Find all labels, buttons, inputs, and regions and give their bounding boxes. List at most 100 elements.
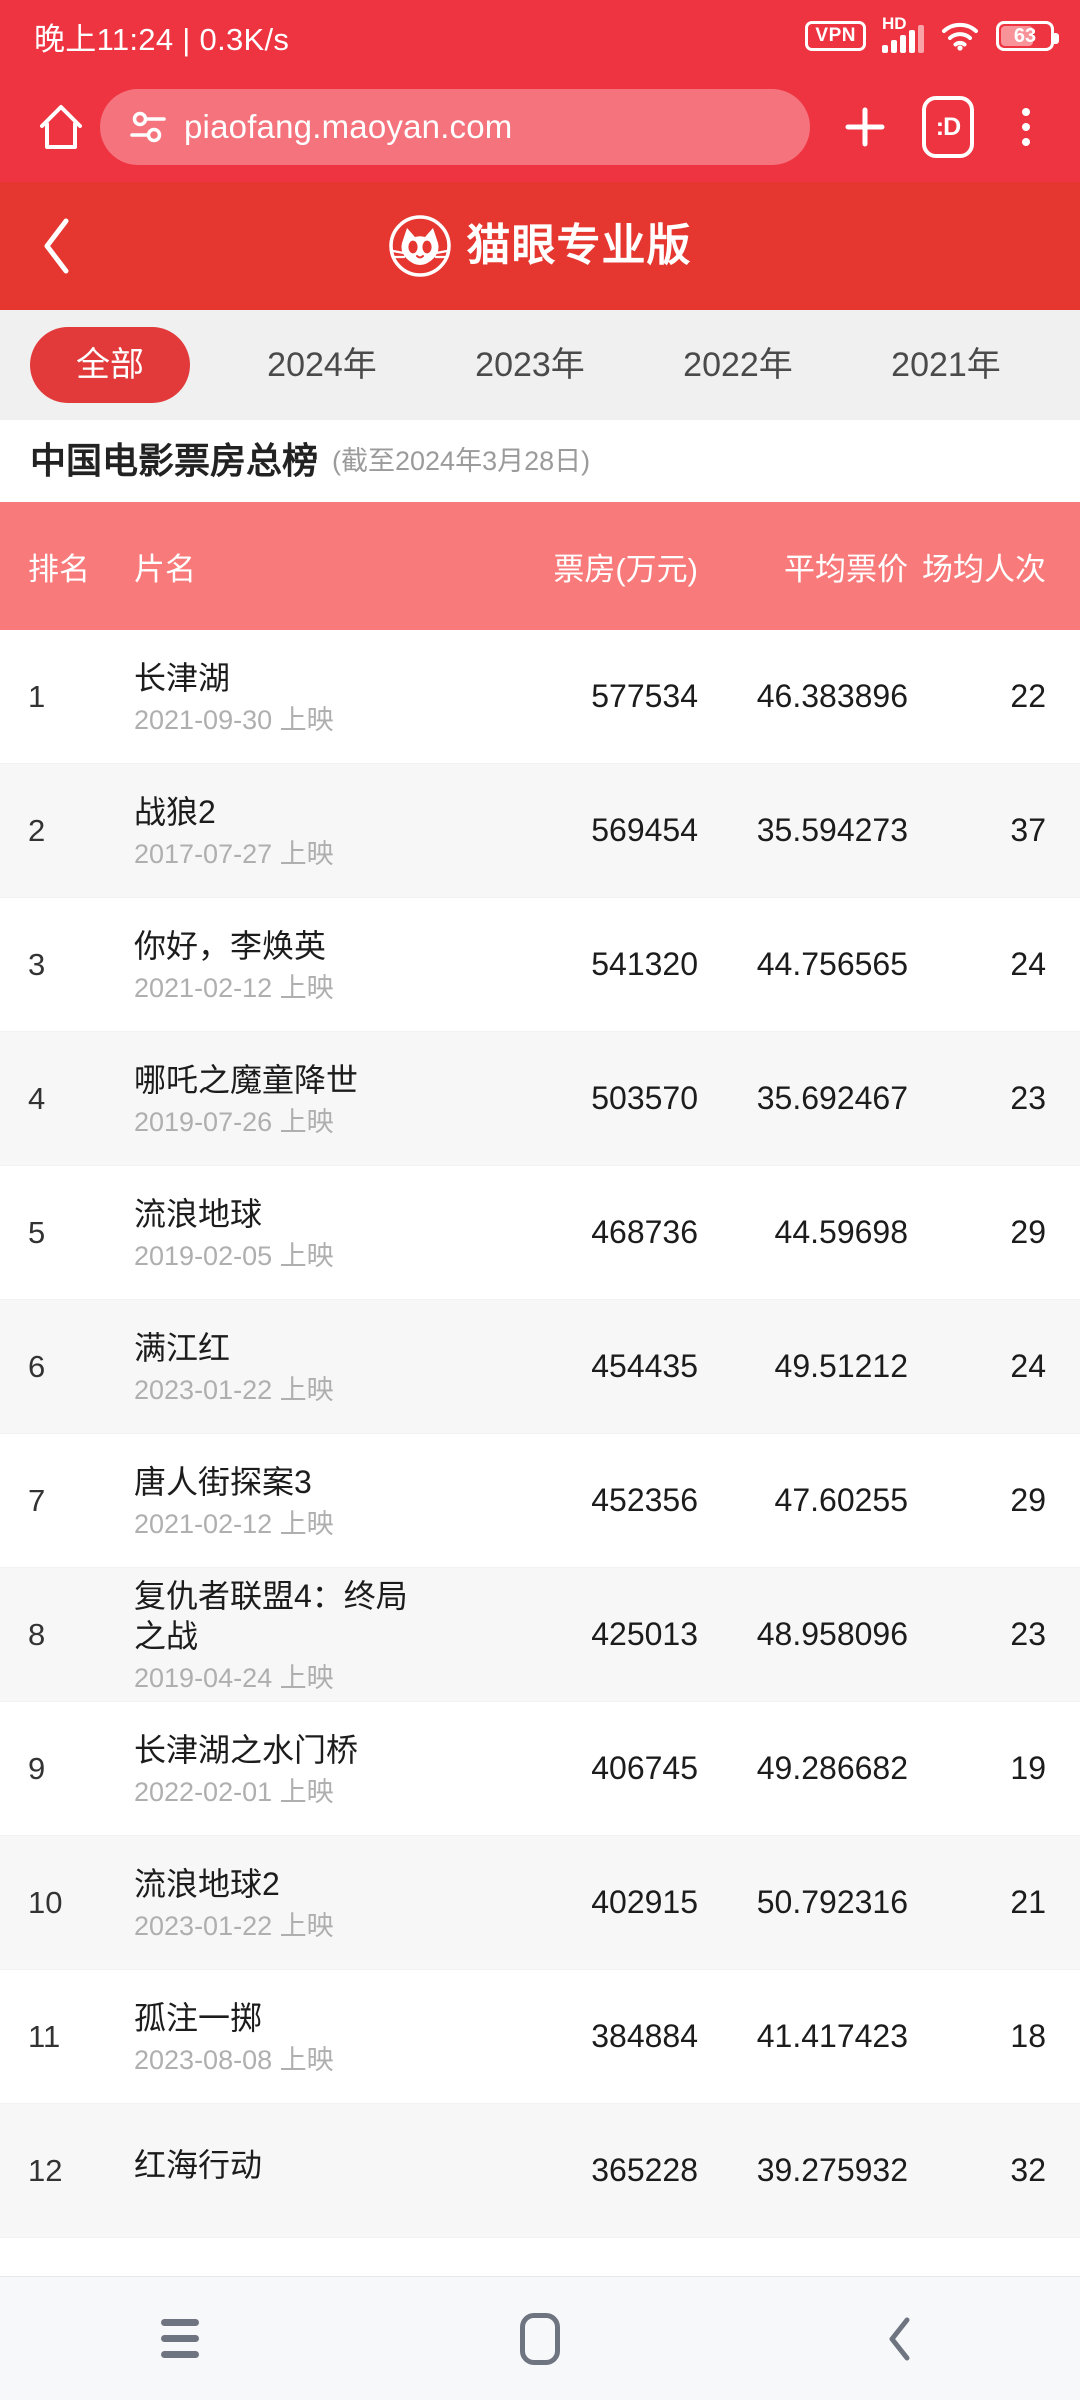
tab-2022[interactable]: 2022年 — [683, 346, 793, 384]
movie-title[interactable]: 流浪地球 — [134, 1195, 263, 1232]
cell-gross: 406745 — [591, 1750, 698, 1786]
cell-rank: 4 — [28, 1080, 46, 1116]
movie-release-date: 2021-02-12 上映 — [134, 973, 334, 1004]
battery-icon: 63 — [996, 21, 1059, 51]
movie-title[interactable]: 战狼2 — [134, 793, 216, 830]
cell-avg-attendance: 24 — [1010, 1348, 1046, 1384]
movie-release-date: 2019-02-05 上映 — [134, 1241, 334, 1272]
cell-rank: 7 — [28, 1482, 46, 1518]
cell-avg-attendance: 23 — [1010, 1616, 1046, 1652]
cell-movie: 长津湖之水门桥 2022-02-01 上映 — [128, 1731, 468, 1807]
home-icon[interactable] — [30, 96, 92, 158]
movie-title[interactable]: 你好，李焕英 — [134, 927, 327, 964]
movie-cell: 长津湖之水门桥 2022-02-01 上映 — [134, 1731, 468, 1807]
cell-movie: 战狼2 2017-07-27 上映 — [128, 793, 468, 869]
table-row[interactable]: 10 流浪地球2 2023-01-22 上映 402915 50.792316 21 — [0, 1836, 1080, 1970]
cell-gross: 577534 — [591, 678, 698, 714]
android-nav-bar — [0, 2276, 1080, 2400]
tab-all[interactable]: 全部 — [30, 327, 190, 403]
table-row[interactable]: 3 你好，李焕英 2021-02-12 上映 541320 44.756565 24 — [0, 898, 1080, 1032]
table-row[interactable]: 5 流浪地球 2019-02-05 上映 468736 44.59698 29 — [0, 1166, 1080, 1300]
cell-avg-attendance: 18 — [1010, 2018, 1046, 2054]
movie-release-date: 2019-04-24 上映 — [134, 1663, 334, 1694]
cell-rank: 6 — [28, 1348, 46, 1384]
cell-gross: 384884 — [591, 2018, 698, 2054]
movie-title[interactable]: 红海行动 — [134, 2147, 263, 2184]
tab-count-button[interactable]: :D — [922, 96, 974, 158]
movie-title[interactable]: 哪吒之魔童降世 — [134, 1061, 359, 1098]
overflow-menu-icon[interactable] — [998, 94, 1054, 160]
movie-title[interactable]: 唐人街探案3 — [134, 1463, 312, 1500]
movie-title[interactable]: 满江红 — [134, 1329, 231, 1366]
list-title-row: 中国电影票房总榜 (截至2024年3月28日) — [0, 420, 1080, 502]
movie-title[interactable]: 孤注一掷 — [134, 1999, 263, 2036]
movie-title[interactable]: 复仇者联盟4：终局之战 — [134, 1577, 408, 1654]
status-icons: VPN HD 63 — [805, 15, 1059, 53]
cell-rank: 12 — [28, 2152, 63, 2188]
table-body: 1 长津湖 2021-09-30 上映 577534 46.383896 22 2 战狼2 20… — [0, 630, 1080, 2238]
home-icon[interactable] — [480, 2294, 600, 2384]
wifi-icon — [940, 21, 980, 51]
status-bar: 晚上11:24 | 0.3K/s VPN HD — [0, 0, 1080, 72]
table-row[interactable]: 1 长津湖 2021-09-30 上映 577534 46.383896 22 — [0, 630, 1080, 764]
movie-title[interactable]: 长津湖 — [134, 659, 231, 696]
table-row[interactable]: 7 唐人街探案3 2021-02-12 上映 452356 47.60255 29 — [0, 1434, 1080, 1568]
year-filter-tabs: 全部 2024年 2023年 2022年 2021年 — [0, 310, 1080, 420]
column-header-avg-price: 平均票价 — [784, 551, 908, 587]
page-settings-icon[interactable] — [128, 110, 168, 144]
cell-avg-price: 48.958096 — [756, 1616, 908, 1652]
app-header: 猫眼专业版 — [0, 182, 1080, 310]
app-back-button[interactable] — [34, 216, 80, 276]
cell-gross: 452356 — [591, 1482, 698, 1518]
vpn-icon: VPN — [805, 21, 866, 51]
cell-gross: 468736 — [591, 1214, 698, 1250]
url-text[interactable]: piaofang.maoyan.com — [184, 108, 513, 145]
cell-rank: 8 — [28, 1616, 46, 1652]
movie-cell: 哪吒之魔童降世 2019-07-26 上映 — [134, 1061, 468, 1137]
movie-title[interactable]: 长津湖之水门桥 — [134, 1731, 359, 1768]
table-row[interactable]: 6 满江红 2023-01-22 上映 454435 49.51212 24 — [0, 1300, 1080, 1434]
table-row[interactable]: 8 复仇者联盟4：终局之战 2019-04-24 上映 425013 48.958096… — [0, 1568, 1080, 1702]
cell-gross: 454435 — [591, 1348, 698, 1384]
movie-release-date: 2023-01-22 上映 — [134, 1375, 334, 1406]
cell-avg-attendance: 29 — [1010, 1214, 1046, 1250]
movie-cell: 孤注一掷 2023-08-08 上映 — [134, 1999, 468, 2075]
movie-cell: 长津湖 2021-09-30 上映 — [134, 659, 468, 735]
page-subtitle: (截至2024年3月28日) — [332, 445, 591, 476]
movie-cell: 满江红 2023-01-22 上映 — [134, 1329, 468, 1405]
browser-toolbar: piaofang.maoyan.com :D — [0, 72, 1080, 182]
cell-avg-price: 46.383896 — [756, 678, 908, 714]
table-row[interactable]: 9 长津湖之水门桥 2022-02-01 上映 406745 49.286682 19 — [0, 1702, 1080, 1836]
column-header-rank: 排名 — [28, 551, 90, 587]
movie-release-date: 2021-02-12 上映 — [134, 1509, 334, 1540]
brand: 猫眼专业版 — [388, 215, 692, 277]
status-time-network: 晚上11:24 | 0.3K/s — [34, 21, 290, 57]
cell-avg-attendance: 21 — [1010, 1884, 1046, 1920]
cell-movie: 流浪地球 2019-02-05 上映 — [128, 1195, 468, 1271]
cell-avg-price: 44.756565 — [756, 946, 908, 982]
cell-movie: 复仇者联盟4：终局之战 2019-04-24 上映 — [128, 1577, 468, 1692]
url-bar[interactable]: piaofang.maoyan.com — [100, 89, 810, 165]
recents-icon[interactable] — [120, 2294, 240, 2384]
column-header-name: 片名 — [134, 551, 196, 587]
tab-2021[interactable]: 2021年 — [891, 346, 1001, 384]
table-row[interactable]: 4 哪吒之魔童降世 2019-07-26 上映 503570 35.692467 23 — [0, 1032, 1080, 1166]
tab-2024[interactable]: 2024年 — [267, 346, 377, 384]
cell-gross: 365228 — [591, 2152, 698, 2188]
movie-release-date: 2021-09-30 上映 — [134, 705, 334, 736]
cell-movie: 满江红 2023-01-22 上映 — [128, 1329, 468, 1405]
movie-cell: 红海行动 — [134, 2146, 468, 2195]
movie-release-date: 2023-08-08 上映 — [134, 2045, 334, 2076]
movie-release-date: 2023-01-22 上映 — [134, 1911, 334, 1942]
table-row[interactable]: 12 红海行动 365228 39.275932 32 — [0, 2104, 1080, 2238]
back-icon[interactable] — [840, 2294, 960, 2384]
table-row[interactable]: 2 战狼2 2017-07-27 上映 569454 35.594273 37 — [0, 764, 1080, 898]
cell-rank: 3 — [28, 946, 46, 982]
ranking-table[interactable]: 排名 片名 票房(万元) 平均票价 场均人次 1 长津湖 2021-09-30 上映… — [0, 502, 1080, 2276]
cell-avg-price: 50.792316 — [756, 1884, 908, 1920]
movie-title[interactable]: 流浪地球2 — [134, 1865, 280, 1902]
cell-rank: 1 — [28, 678, 46, 714]
new-tab-icon[interactable] — [832, 94, 898, 160]
tab-2023[interactable]: 2023年 — [475, 346, 585, 384]
table-row[interactable]: 11 孤注一掷 2023-08-08 上映 384884 41.417423 18 — [0, 1970, 1080, 2104]
